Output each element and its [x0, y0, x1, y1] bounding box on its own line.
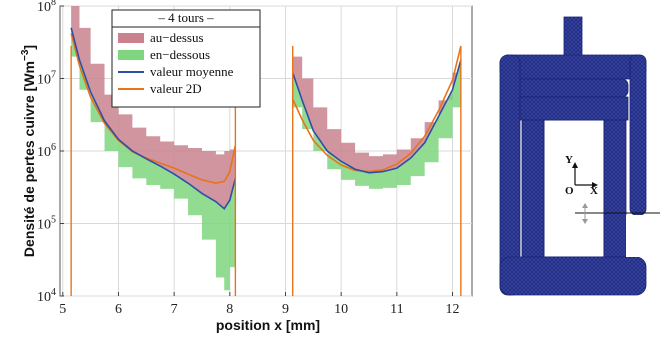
- line-valeur-moyenne: [70, 27, 237, 210]
- cut-arrowhead-down: [582, 219, 588, 224]
- y-axis-label-main: Densité de pertes cuivre [Wm: [21, 61, 37, 257]
- legend-swatch: [118, 50, 144, 60]
- x-tick-label: 9: [282, 302, 289, 317]
- mesh-inner-right-leg: [603, 96, 627, 258]
- y-ticks: 104 105 106 107 108: [37, 0, 64, 305]
- line-valeur-2d: [70, 33, 237, 184]
- x-tick-label: 5: [59, 302, 66, 317]
- y-tick-label: 108: [37, 0, 56, 15]
- y-axis-label-close: ]: [21, 45, 37, 50]
- y-axis-label: Densité de pertes cuivre [Wm−3]: [20, 45, 37, 257]
- x-tick-label: 6: [115, 302, 122, 317]
- mesh-second-bar: [507, 78, 629, 98]
- x-ticks: 5 6 7 8 9 10 11 12: [59, 292, 460, 317]
- band-en-dessous: [71, 27, 236, 291]
- legend-label: valeur moyenne: [150, 64, 234, 79]
- mesh-stem-top: [563, 16, 583, 58]
- band-au-dessus: [292, 49, 461, 173]
- x-tick-label: 12: [446, 302, 460, 317]
- mesh-top-bar: [499, 54, 647, 80]
- cut-arrowhead-up: [582, 203, 588, 208]
- y-tick-label: 107: [37, 70, 56, 88]
- y-axis-arrowhead: [572, 162, 578, 168]
- x-tick-label: 7: [171, 302, 178, 317]
- legend-label: valeur 2D: [150, 81, 202, 96]
- legend-label: au−dessus: [150, 30, 204, 45]
- band-au-dessus: [71, 6, 236, 209]
- line-valeur-moyenne: [291, 59, 462, 174]
- legend-label: en−dessous: [150, 47, 210, 62]
- series-lines: [70, 27, 462, 296]
- mesh-window: [543, 119, 605, 258]
- legend-swatch: [118, 33, 144, 43]
- y-tick-label: 104: [37, 287, 56, 305]
- inset-y-label: Y: [565, 154, 573, 166]
- y-axis-label-sup: −3: [20, 49, 31, 61]
- legend-entries: au−dessus en−dessous valeur moyenne valeur …: [118, 30, 234, 96]
- x-tick-label: 10: [334, 302, 348, 317]
- x-tick-label: 8: [226, 302, 233, 317]
- x-tick-label: 11: [390, 302, 403, 317]
- mesh-inner-left-leg: [521, 96, 545, 258]
- y-tick-label: 106: [37, 142, 56, 160]
- inset-origin-label: O: [565, 185, 574, 197]
- mesh-bottom-bar: [499, 256, 647, 296]
- mesh-inner-top: [519, 96, 629, 121]
- y-tick-label: 105: [37, 215, 56, 233]
- x-axis-label: position x [mm]: [216, 317, 320, 333]
- legend-title: – 4 tours –: [157, 10, 214, 25]
- mesh-right-leg: [629, 54, 647, 216]
- inset-x-label: X: [590, 185, 598, 197]
- line-valeur-2d: [291, 45, 462, 173]
- mesh-inset: Y X O: [499, 16, 660, 296]
- x-axis-arrowhead: [592, 182, 598, 188]
- chart-plot: 5 6 7 8 9 10 11 12 104 105 106 107 108: [37, 0, 473, 317]
- legend: – 4 tours – au−dessus en−dessous valeur mo…: [111, 9, 261, 108]
- mesh-right-gap: [626, 215, 650, 257]
